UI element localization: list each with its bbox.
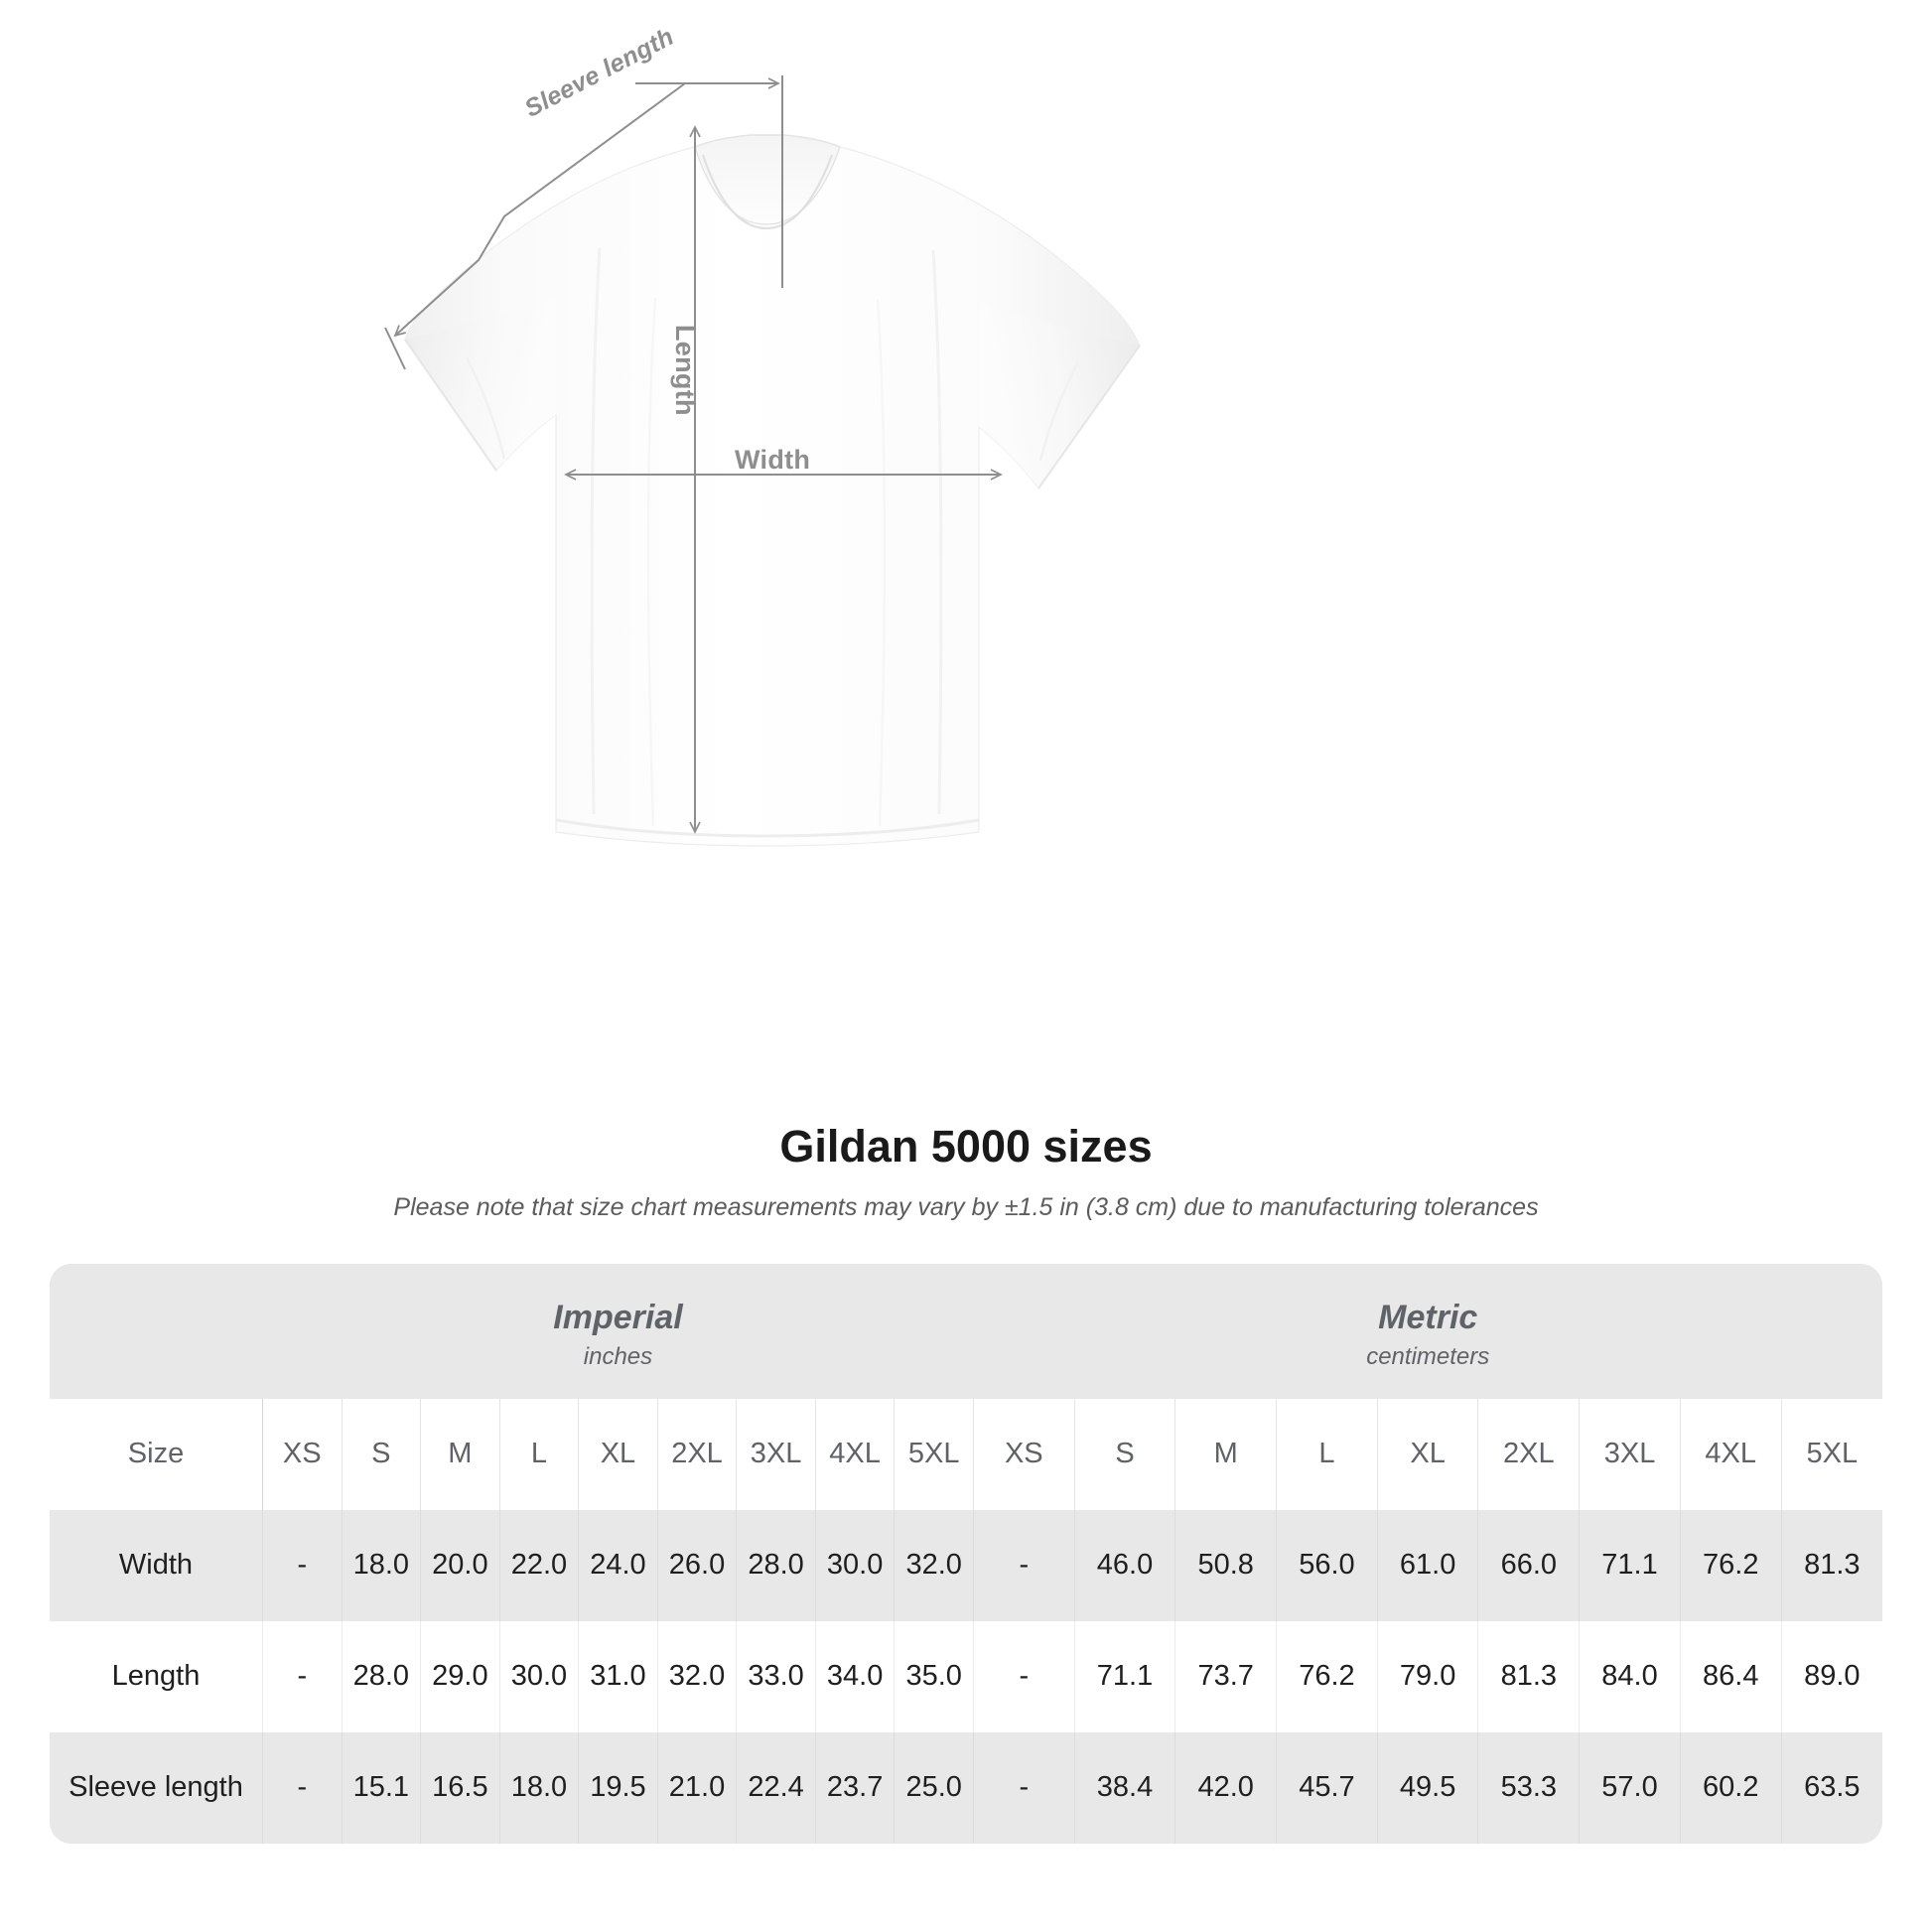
size-header-metric-xl: XL bbox=[1377, 1398, 1479, 1510]
cell-length-imperial-s: 28.0 bbox=[342, 1620, 422, 1732]
size-header-metric-2xl: 2XL bbox=[1477, 1398, 1581, 1510]
metric-label: Metric bbox=[1378, 1298, 1478, 1336]
cell-sleeve-imperial-m: 16.5 bbox=[420, 1731, 500, 1844]
cell-width-metric-3xl: 71.1 bbox=[1579, 1509, 1681, 1621]
cell-length-metric-l: 76.2 bbox=[1276, 1620, 1378, 1732]
cell-width-imperial-xl: 24.0 bbox=[578, 1509, 658, 1621]
cell-length-metric-2xl: 81.3 bbox=[1477, 1620, 1581, 1732]
cell-sleeve-metric-2xl: 53.3 bbox=[1477, 1731, 1581, 1844]
size-chart-table: Imperial inches Metric centimeters Size … bbox=[50, 1263, 1882, 1844]
size-chart-container: Imperial inches Metric centimeters Size … bbox=[50, 1263, 1882, 1844]
size-header-imperial-s: S bbox=[342, 1398, 422, 1510]
cell-length-imperial-xs: - bbox=[262, 1620, 343, 1732]
page-title: Gildan 5000 sizes bbox=[779, 1121, 1153, 1172]
cell-sleeve-imperial-2xl: 21.0 bbox=[657, 1731, 738, 1844]
metric-unit-cell: Metric centimeters bbox=[973, 1263, 1882, 1399]
cell-width-imperial-m: 20.0 bbox=[420, 1509, 500, 1621]
size-header-metric-l: L bbox=[1276, 1398, 1378, 1510]
cell-sleeve-imperial-l: 18.0 bbox=[499, 1731, 580, 1844]
cell-sleeve-imperial-xl: 19.5 bbox=[578, 1731, 658, 1844]
tshirt-illustration bbox=[384, 75, 1141, 847]
table-row-sleeve-length: Sleeve length - 15.1 16.5 18.0 19.5 21.0… bbox=[50, 1731, 1882, 1844]
cell-sleeve-metric-m: 42.0 bbox=[1174, 1731, 1278, 1844]
imperial-label: Imperial bbox=[553, 1298, 683, 1336]
cell-width-imperial-l: 22.0 bbox=[499, 1509, 580, 1621]
size-header-imperial-5xl: 5XL bbox=[894, 1398, 974, 1510]
tolerance-note: Please note that size chart measurements… bbox=[393, 1192, 1539, 1221]
cell-width-metric-xs: - bbox=[972, 1509, 1075, 1621]
cell-width-metric-xl: 61.0 bbox=[1377, 1509, 1479, 1621]
cell-sleeve-metric-3xl: 57.0 bbox=[1579, 1731, 1681, 1844]
imperial-sublabel: inches bbox=[583, 1343, 653, 1371]
cell-sleeve-imperial-xs: - bbox=[262, 1731, 343, 1844]
row-label-sleeve-length: Sleeve length bbox=[50, 1731, 263, 1844]
cell-sleeve-metric-xs: - bbox=[972, 1731, 1075, 1844]
metric-sublabel: centimeters bbox=[1366, 1343, 1490, 1371]
measurement-guides bbox=[384, 75, 1003, 834]
cell-length-metric-s: 71.1 bbox=[1074, 1620, 1176, 1732]
size-header-metric-5xl: 5XL bbox=[1781, 1398, 1882, 1510]
cell-sleeve-metric-s: 38.4 bbox=[1074, 1731, 1176, 1844]
cell-width-metric-s: 46.0 bbox=[1074, 1509, 1176, 1621]
tshirt-measurement-diagram: Sleeve length Length Width bbox=[384, 23, 1141, 847]
cell-length-imperial-3xl: 33.0 bbox=[736, 1620, 816, 1732]
cell-length-imperial-2xl: 32.0 bbox=[657, 1620, 738, 1732]
size-header-metric-3xl: 3XL bbox=[1579, 1398, 1681, 1510]
table-row-width: Width - 18.0 20.0 22.0 24.0 26.0 28.0 30… bbox=[50, 1509, 1882, 1621]
cell-sleeve-imperial-3xl: 22.4 bbox=[736, 1731, 816, 1844]
cell-width-imperial-5xl: 32.0 bbox=[894, 1509, 974, 1621]
cell-width-imperial-2xl: 26.0 bbox=[657, 1509, 738, 1621]
cell-length-imperial-xl: 31.0 bbox=[578, 1620, 658, 1732]
cell-length-metric-5xl: 89.0 bbox=[1781, 1620, 1882, 1732]
cell-sleeve-imperial-4xl: 23.7 bbox=[815, 1731, 896, 1844]
cell-length-imperial-4xl: 34.0 bbox=[815, 1620, 896, 1732]
size-header-metric-m: M bbox=[1174, 1398, 1278, 1510]
cell-length-imperial-l: 30.0 bbox=[499, 1620, 580, 1732]
cell-width-metric-5xl: 81.3 bbox=[1781, 1509, 1882, 1621]
cell-width-imperial-xs: - bbox=[262, 1509, 343, 1621]
size-header-imperial-xl: XL bbox=[578, 1398, 658, 1510]
row-label-length: Length bbox=[50, 1620, 263, 1732]
size-header-row: Size XS S M L XL 2XL 3XL 4XL 5XL XS S M … bbox=[50, 1398, 1882, 1510]
length-dimension-label: Length bbox=[670, 325, 700, 416]
shirt-garment bbox=[404, 134, 1141, 847]
cell-width-metric-4xl: 76.2 bbox=[1680, 1509, 1782, 1621]
size-header-imperial-2xl: 2XL bbox=[657, 1398, 738, 1510]
size-header-imperial-l: L bbox=[499, 1398, 580, 1510]
cell-length-imperial-5xl: 35.0 bbox=[894, 1620, 974, 1732]
row-label-width: Width bbox=[50, 1509, 263, 1621]
cell-sleeve-imperial-s: 15.1 bbox=[342, 1731, 422, 1844]
cell-sleeve-metric-l: 45.7 bbox=[1276, 1731, 1378, 1844]
size-header-imperial-4xl: 4XL bbox=[815, 1398, 896, 1510]
cell-sleeve-metric-4xl: 60.2 bbox=[1680, 1731, 1782, 1844]
units-header-row: Imperial inches Metric centimeters bbox=[50, 1263, 1882, 1399]
cell-length-metric-4xl: 86.4 bbox=[1680, 1620, 1782, 1732]
cell-length-imperial-m: 29.0 bbox=[420, 1620, 500, 1732]
cell-width-metric-m: 50.8 bbox=[1174, 1509, 1278, 1621]
cell-sleeve-metric-xl: 49.5 bbox=[1377, 1731, 1479, 1844]
size-header-imperial-xs: XS bbox=[262, 1398, 343, 1510]
cell-width-imperial-s: 18.0 bbox=[342, 1509, 422, 1621]
size-header-imperial-3xl: 3XL bbox=[736, 1398, 816, 1510]
cell-length-metric-3xl: 84.0 bbox=[1579, 1620, 1681, 1732]
cell-width-metric-l: 56.0 bbox=[1276, 1509, 1378, 1621]
cell-length-metric-m: 73.7 bbox=[1174, 1620, 1278, 1732]
size-header-metric-s: S bbox=[1074, 1398, 1176, 1510]
width-dimension-label: Width bbox=[735, 445, 811, 475]
cell-sleeve-imperial-5xl: 25.0 bbox=[894, 1731, 974, 1844]
size-header-label: Size bbox=[50, 1398, 263, 1510]
chart-heading-block: Gildan 5000 sizes Please note that size … bbox=[0, 1122, 1932, 1222]
cell-sleeve-metric-5xl: 63.5 bbox=[1781, 1731, 1882, 1844]
size-header-metric-4xl: 4XL bbox=[1680, 1398, 1782, 1510]
table-row-length: Length - 28.0 29.0 30.0 31.0 32.0 33.0 3… bbox=[50, 1620, 1882, 1732]
units-spacer-cell bbox=[50, 1263, 263, 1399]
imperial-unit-cell: Imperial inches bbox=[262, 1263, 974, 1399]
cell-width-imperial-3xl: 28.0 bbox=[736, 1509, 816, 1621]
cell-width-metric-2xl: 66.0 bbox=[1477, 1509, 1581, 1621]
size-header-imperial-m: M bbox=[420, 1398, 500, 1510]
cell-length-metric-xs: - bbox=[972, 1620, 1075, 1732]
cell-length-metric-xl: 79.0 bbox=[1377, 1620, 1479, 1732]
cell-width-imperial-4xl: 30.0 bbox=[815, 1509, 896, 1621]
size-header-metric-xs: XS bbox=[972, 1398, 1075, 1510]
